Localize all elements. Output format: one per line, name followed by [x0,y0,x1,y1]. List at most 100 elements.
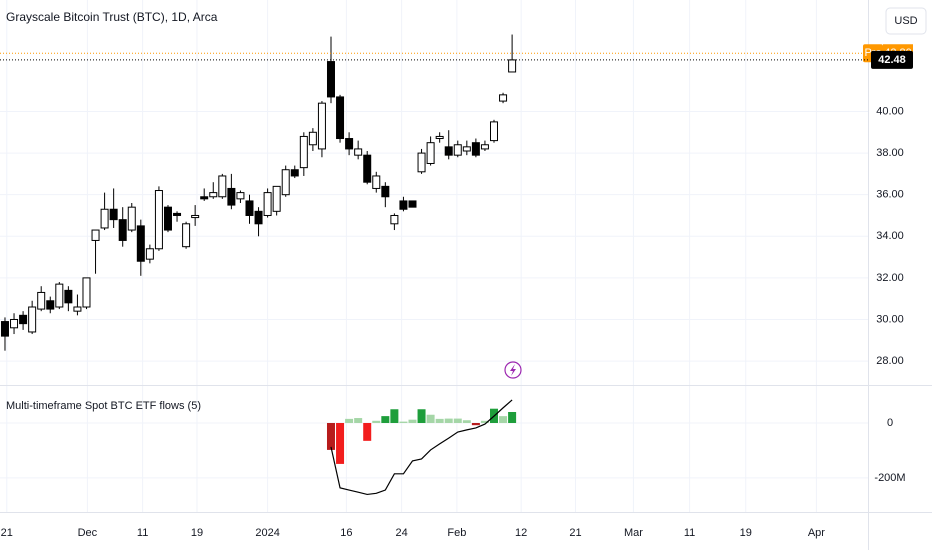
candle-body [453,144,462,156]
candle-body [182,223,191,248]
candle-body [499,94,508,102]
currency-button[interactable]: USD [885,7,927,35]
candle-body [218,175,227,198]
candle-body [19,314,28,325]
candle-body [381,185,390,198]
x-tick-label: Apr [808,527,825,539]
x-tick-label: 19 [740,527,752,539]
chart-title: Grayscale Bitcoin Trust (BTC), 1D, Arca [6,10,218,24]
alert-icon[interactable] [504,361,522,379]
candle-body [390,214,399,225]
flow-bar [426,414,435,423]
flow-bar [499,416,508,423]
candle-body [236,192,245,200]
candle-body [28,306,37,333]
flow-bar [345,418,354,423]
candle-body [254,210,263,225]
y-tick-label: 40.00 [876,105,904,117]
x-tick-label: Dec [78,527,98,539]
x-tick-label: 2024 [255,527,279,539]
candle-body [408,200,417,208]
x-tick-label: 21 [569,527,581,539]
candle-body [145,248,154,260]
candle-body [200,196,209,200]
candle-body [73,306,82,312]
candle-body [317,102,326,150]
x-tick-label: 24 [396,527,408,539]
flow-bar [444,418,453,423]
candle-body [372,175,381,189]
flow-bar [326,422,335,450]
flow-bar [408,419,417,423]
candle-body [209,192,218,198]
candle-body [363,154,372,183]
candle-body [46,300,55,310]
candle-body [281,169,290,196]
candle-body [444,146,453,156]
candle-body [462,146,471,152]
candle-body [508,59,517,73]
cumulative-flow-line [330,399,513,496]
flow-bar [508,412,517,423]
flow-bar [372,420,381,423]
candle-body [91,229,100,241]
x-tick-label: 12 [515,527,527,539]
x-tick-label: 16 [340,527,352,539]
y-tick-label: -200M [874,472,905,484]
flow-bar [354,418,363,423]
candle-body [336,96,345,140]
candle-body [136,225,145,262]
flow-bar [480,420,489,423]
candle-body [100,208,109,229]
y-tick-label: 30.00 [876,313,904,325]
y-tick-label: 32.00 [876,272,904,284]
candle-body [173,212,182,216]
candle-body [426,142,435,164]
flow-bar [399,421,408,423]
y-tick-label: 36.00 [876,189,904,201]
candle-body [308,131,317,146]
candle-body [64,289,73,304]
flow-bar [435,418,444,423]
indicator-title: Multi-timeframe Spot BTC ETF flows (5) [6,400,201,412]
flow-bar [453,418,462,423]
candle-body [263,192,272,216]
candle-body [154,190,163,250]
flow-bar [471,422,480,426]
flow-bar [363,422,372,441]
candle-body [227,187,236,206]
y-tick-label: 0 [887,417,893,429]
y-tick-label: 28.00 [876,355,904,367]
candle-body [471,142,480,156]
candle-body [127,206,136,231]
candle-body [299,135,308,169]
candle-body [163,206,172,231]
last-price-tag [871,50,913,69]
flow-bar [462,420,471,423]
candle-body [290,169,299,177]
currency-label: USD [894,15,917,27]
candle-body [417,152,426,173]
candle-body [326,61,335,98]
candle-body [82,277,91,308]
candle-body [245,200,254,216]
y-tick-label: 38.00 [876,147,904,159]
candle-body [55,283,64,308]
candle-body [10,318,19,329]
y-tick-label: 34.00 [876,230,904,242]
candle-body [345,138,354,150]
x-tick-label: Mar [624,527,643,539]
candle-body [118,219,127,241]
currency-button-box [885,7,927,35]
candle-body [435,135,444,140]
flow-bar [336,422,345,464]
flow-bar [390,409,399,423]
x-tick-label: Feb [447,527,466,539]
x-tick-label: 21 [1,527,13,539]
plot: 21 Dec 11 19 2024 16 24 Feb 12 21 Mar 11 19 Apr 28.00 3… [0,0,927,539]
candle-body [191,214,200,219]
candle-body [354,148,363,156]
x-tick-label: 19 [191,527,203,539]
